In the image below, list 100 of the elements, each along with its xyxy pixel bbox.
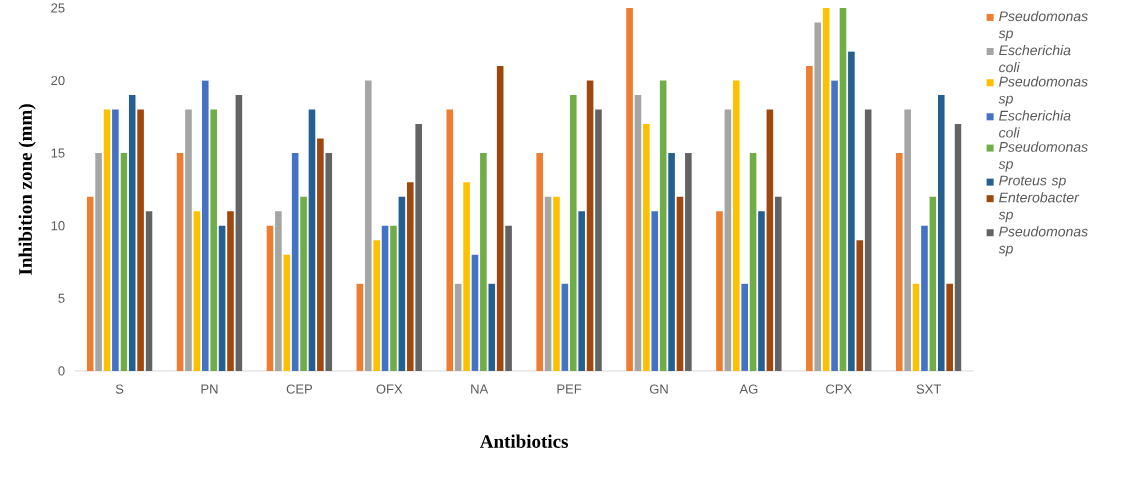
y-tick-label: 0	[58, 366, 65, 376]
x-tick-label: OFX	[376, 384, 403, 394]
bar	[758, 211, 765, 372]
legend-label: Pseudomonas sp	[998, 11, 1088, 42]
bar	[406, 182, 414, 372]
bar	[595, 109, 602, 372]
bar	[95, 153, 102, 372]
bar	[569, 95, 577, 372]
bar	[626, 8, 633, 372]
bar	[201, 80, 209, 372]
bar	[210, 109, 217, 372]
bar	[659, 80, 667, 372]
bar	[103, 109, 111, 372]
bar	[536, 153, 543, 372]
x-tick-label: S	[115, 384, 124, 394]
bar	[471, 254, 479, 372]
bar	[929, 196, 937, 372]
bar	[561, 283, 569, 372]
bar	[741, 283, 748, 372]
bar	[676, 196, 684, 372]
bar	[856, 240, 864, 372]
legend-label: Escherichia coli	[999, 45, 1071, 73]
bar	[586, 80, 594, 372]
bar	[814, 22, 822, 372]
legend-label: Proteus sp	[999, 175, 1066, 189]
bar	[480, 153, 487, 372]
bar	[112, 109, 119, 372]
bar	[634, 95, 642, 372]
bar	[864, 109, 872, 372]
bar	[848, 51, 855, 372]
bar	[904, 109, 911, 372]
bar	[364, 80, 372, 372]
bar	[120, 153, 128, 372]
bar	[308, 109, 316, 372]
legend-label: Pseudomonas sp	[998, 226, 1088, 257]
bar	[317, 138, 324, 372]
bar	[553, 196, 560, 372]
bar	[390, 225, 397, 372]
bar	[137, 109, 144, 372]
bar	[937, 95, 945, 372]
bar	[463, 182, 470, 372]
x-tick-label: AG	[739, 384, 758, 394]
bar	[724, 109, 732, 372]
bar	[749, 153, 757, 372]
bar	[496, 66, 504, 372]
bar	[895, 153, 903, 372]
bar	[325, 153, 333, 372]
x-tick-label: PN	[201, 384, 218, 394]
bar	[806, 66, 813, 372]
legend-label: Enterobacter sp	[998, 192, 1080, 223]
bar	[946, 283, 953, 372]
bar	[954, 124, 962, 372]
bar	[831, 80, 838, 372]
bar	[218, 225, 226, 372]
bar	[235, 95, 243, 372]
bar	[774, 196, 782, 372]
bar	[668, 153, 675, 372]
x-tick-label: CEP	[286, 384, 313, 394]
y-tick-label: 5	[58, 293, 65, 303]
bar	[415, 124, 422, 372]
bar	[766, 109, 774, 372]
bar	[912, 283, 920, 372]
bar	[266, 225, 274, 372]
bar	[300, 196, 307, 372]
bar	[716, 211, 723, 372]
bar	[454, 283, 462, 372]
bar	[275, 211, 282, 372]
x-tick-label: SXT	[916, 384, 942, 394]
bar	[578, 211, 585, 372]
y-tick-label: 15	[51, 148, 65, 158]
bar	[193, 211, 201, 372]
bar	[227, 211, 234, 372]
x-tick-label: CPX	[826, 384, 852, 394]
bar	[446, 109, 454, 372]
x-tick-label: PEF	[557, 384, 582, 394]
bar	[283, 254, 291, 372]
bar	[381, 225, 389, 372]
legend-label: Escherichia coli	[999, 110, 1071, 138]
bar	[373, 240, 380, 372]
x-tick-label: GN	[649, 384, 668, 394]
bar	[651, 211, 659, 372]
bar	[544, 196, 552, 372]
y-tick-label: 25	[51, 3, 65, 13]
bar	[685, 153, 692, 372]
legend-label: Pseudomonas sp	[998, 141, 1088, 172]
y-axis-title: Inhibition zone (mm)	[18, 104, 36, 275]
bar	[176, 153, 184, 372]
bar	[185, 109, 192, 372]
bar	[291, 153, 299, 372]
bar	[822, 8, 830, 372]
bar	[732, 80, 740, 372]
bar	[839, 8, 847, 372]
bar	[921, 225, 928, 372]
bar	[398, 196, 406, 372]
y-tick-label: 20	[51, 76, 65, 86]
bar	[356, 283, 364, 372]
y-tick-label: 10	[51, 221, 65, 231]
bar	[505, 225, 512, 372]
x-axis-title: Antibiotics	[479, 434, 568, 449]
x-tick-label: NA	[471, 384, 489, 394]
